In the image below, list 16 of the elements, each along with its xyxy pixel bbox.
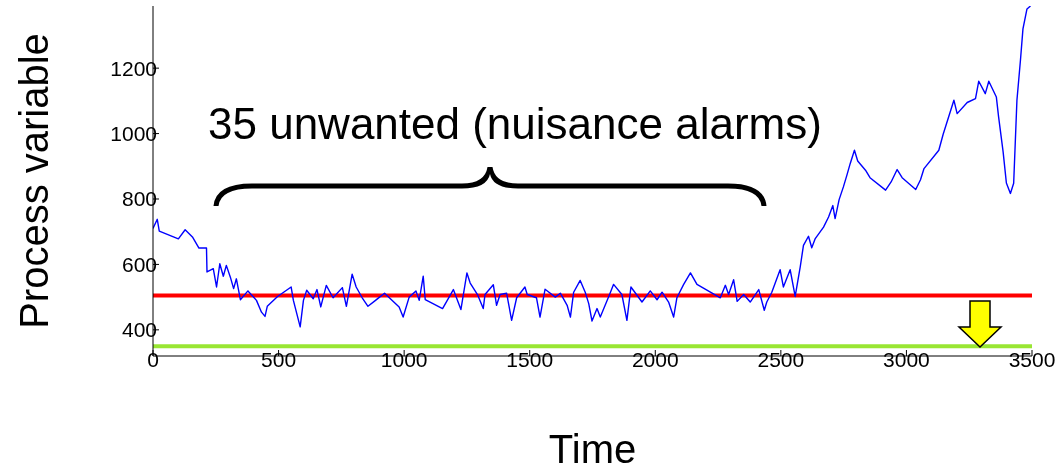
y-axis-title: Process variable xyxy=(12,33,56,329)
x-tick-label: 500 xyxy=(261,347,297,371)
x-tick-label: 2500 xyxy=(757,347,805,371)
y-tick-label: 1000 xyxy=(110,122,157,146)
y-tick-label: 600 xyxy=(121,252,157,276)
x-tick-label: 1000 xyxy=(380,347,428,371)
annotation: 35 unwanted (nuisance alarms) xyxy=(208,99,822,148)
y-tick-label: 400 xyxy=(121,318,157,342)
y-tick-label: 1200 xyxy=(110,56,157,80)
y-tick-label: 800 xyxy=(121,187,157,211)
x-tick-label: 3500 xyxy=(1008,347,1056,371)
x-tick-label: 1500 xyxy=(506,347,554,371)
x-tick-label: 2000 xyxy=(631,347,679,371)
x-axis-title: Time xyxy=(548,427,637,465)
x-tick-label: 3000 xyxy=(883,347,930,371)
x-tick-label: 0 xyxy=(147,347,159,371)
